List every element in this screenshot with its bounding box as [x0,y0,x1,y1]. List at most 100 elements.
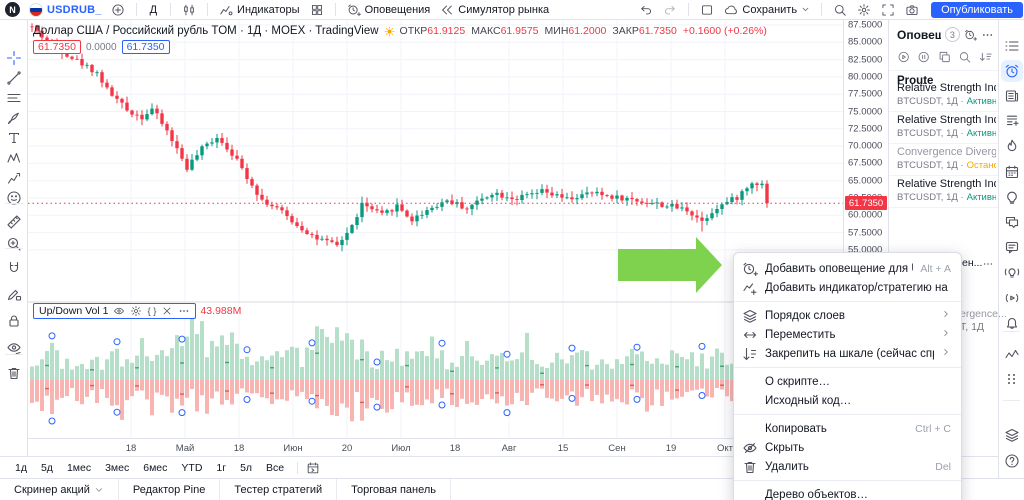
indicator-settings-icon[interactable] [130,305,142,317]
quick-search-button[interactable] [828,0,852,19]
sidebar-watchlist-icon[interactable] [1004,38,1020,54]
range-YTD[interactable]: YTD [181,461,203,474]
indicator-templates-button[interactable] [305,0,329,19]
user-avatar[interactable]: N [5,2,20,17]
time-label[interactable]: 18 [125,443,137,454]
range-5д[interactable]: 5д [40,461,53,474]
time-label[interactable]: Окт [716,443,734,454]
time-axis[interactable]: 18 Май 18 Июн 20 Июл 18 Авг 15 Сен 19 Окт [28,438,843,456]
sidebar-hotlists-icon[interactable] [1004,138,1020,154]
menu-item-pin[interactable]: Закрепить на шкале (сейчас справа) [734,344,961,363]
more-icon[interactable] [178,305,190,317]
tab-3[interactable]: Тестер стратегий [220,479,338,500]
fullscreen-button[interactable] [876,0,900,19]
menu-item-alarm-plus[interactable]: Добавить оповещение для Up/Down Vol (1) … [734,259,961,278]
more-icon[interactable] [981,28,994,42]
save-button[interactable]: Сохранить [719,0,815,19]
symbol-button[interactable]: USDRUB_ [47,3,102,16]
compare-add-button[interactable] [106,0,130,19]
time-label[interactable]: Авг [501,443,517,454]
time-label[interactable]: Сен [608,443,626,454]
sidebar-news-icon[interactable] [1004,88,1020,104]
sidebar-help-icon[interactable] [1004,453,1020,469]
tab-4[interactable]: Торговая панель [337,479,452,500]
sidebar-streams-icon[interactable] [1004,264,1020,280]
menu-item-eye-off[interactable]: Скрыть [734,438,961,457]
tool-brush-icon[interactable] [6,110,22,126]
menu-item-plain[interactable]: О скрипте… [734,372,961,391]
settings-button[interactable] [852,0,876,19]
tab-2[interactable]: Редактор Pine [119,479,221,500]
time-label[interactable]: Июн [283,443,303,454]
tab-1[interactable]: Скринер акций [0,479,119,500]
tool-hide-drawings-icon[interactable] [6,340,22,356]
chart-style-button[interactable] [177,0,201,19]
time-label[interactable]: 18 [233,443,245,454]
range-Все[interactable]: Все [266,461,285,474]
clone-icon[interactable] [938,50,951,64]
sort-icon[interactable] [979,50,992,64]
close-icon[interactable] [161,305,173,317]
more-icon[interactable] [982,258,994,270]
snapshot-button[interactable] [900,0,924,19]
tool-xabcd-pattern-icon[interactable] [6,150,22,166]
tool-trend-line-icon[interactable] [6,70,22,86]
alert-item[interactable]: Convergence Divergence… BTCUSDT, 1Д ·Оста… [897,146,996,176]
sidebar-object-layers-icon[interactable] [1004,427,1020,443]
tool-text-tool-icon[interactable] [6,130,22,146]
range-1г[interactable]: 1г [216,461,227,474]
sidebar-widgets-icon[interactable] [1004,371,1020,387]
tool-emoji-icon[interactable] [6,190,22,206]
sidebar-calendar-icon[interactable] [1004,164,1020,180]
menu-item-indicator-plus[interactable]: Добавить индикатор/стратегию на Up/Down … [734,278,961,297]
play-all-icon[interactable] [897,50,910,64]
sidebar-live-icon[interactable] [1004,290,1020,306]
time-label[interactable]: 19 [665,443,677,454]
sidebar-private-chat-icon[interactable] [1004,239,1020,255]
sidebar-text-notes-icon[interactable] [1004,113,1020,129]
sidebar-ideas-icon[interactable] [1004,189,1020,205]
eye-icon[interactable] [113,305,125,317]
tool-horizontal-lines-icon[interactable] [6,90,22,106]
source-code-icon[interactable]: { } [147,305,157,317]
indicator-legend-box[interactable]: Up/Down Vol 1 { } [33,303,197,319]
tool-ruler-icon[interactable] [6,214,22,230]
chart-title[interactable]: Доллар США / Российский рубль TOM · 1Д ·… [33,25,379,37]
redo-button[interactable] [658,0,682,19]
tool-zoom-in-icon[interactable] [6,236,22,252]
range-5л[interactable]: 5л [240,461,253,474]
replay-button[interactable]: Симулятор рынка [435,0,554,19]
menu-item-plain[interactable]: Дерево объектов… [734,485,961,500]
search-icon[interactable] [958,50,971,64]
sidebar-alerts-icon[interactable] [1001,60,1023,82]
alert-item[interactable]: Relative Strength Index (… BTCUSDT, 1Д ·А… [897,82,996,112]
tool-crosshair-icon[interactable] [6,50,22,66]
menu-item-layers[interactable]: Порядок слоев [734,306,961,325]
sidebar-notifications-icon[interactable] [1004,315,1020,331]
tool-magnet-icon[interactable] [6,260,22,276]
tool-draw-lock-icon[interactable] [6,286,22,302]
menu-item-move[interactable]: Переместить [734,325,961,344]
alert-item[interactable]: Relative Strength Index (… BTCUSDT, 1Д ·А… [897,178,996,208]
time-label[interactable]: 20 [341,443,353,454]
pause-all-icon[interactable] [917,50,930,64]
alert-create-button[interactable]: Оповещения [342,0,436,19]
indicators-button[interactable]: Индикаторы [214,0,305,19]
sidebar-public-chat-icon[interactable] [1004,214,1020,230]
range-1д[interactable]: 1д [15,461,27,474]
tool-forecast-icon[interactable] [6,170,22,186]
time-label[interactable]: 18 [449,443,461,454]
sidebar-scripts-icon[interactable] [1004,347,1020,363]
chart-canvas[interactable] [28,20,843,438]
range-1мес[interactable]: 1мес [66,461,92,474]
alert-item[interactable]: Relative Strength Index (… BTCUSDT, 1Д ·А… [897,114,996,144]
time-label[interactable]: Июл [391,443,411,454]
tool-lock-icon[interactable] [6,313,22,329]
alerts-group-header[interactable]: Proute [897,75,934,87]
menu-item-plain[interactable]: Копировать Ctrl + C [734,419,961,438]
time-label[interactable]: 15 [557,443,569,454]
interval-button[interactable]: Д [149,3,158,16]
goto-date-icon[interactable] [306,461,320,475]
tool-remove-drawings-icon[interactable] [6,365,22,381]
layout-button[interactable] [695,0,719,19]
